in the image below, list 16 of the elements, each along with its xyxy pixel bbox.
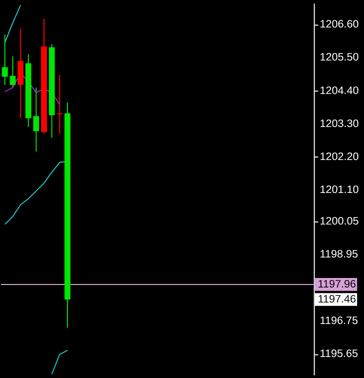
y-tick-label: 1203.30	[320, 118, 359, 130]
y-tick-label: 1200.05	[320, 216, 359, 228]
candlestick	[56, 74, 63, 134]
y-tick-label: 1195.65	[320, 348, 358, 360]
y-tick-label: 1202.20	[320, 150, 359, 163]
ref-line-label: 1197.96	[318, 278, 356, 290]
text: 1197.46	[318, 293, 356, 306]
y-tick-label: 1196.75	[320, 314, 358, 327]
candlestick	[2, 34, 8, 86]
y-tick-label: 1204.40	[320, 84, 359, 97]
y-tick-label: 1206.60	[320, 18, 359, 31]
y-tick-label: 1201.10	[320, 184, 359, 196]
candlestick	[10, 56, 16, 88]
candlestick	[18, 28, 24, 119]
y-tick-label: 1198.95	[320, 248, 358, 261]
y-tick-label: 1205.50	[320, 52, 359, 64]
